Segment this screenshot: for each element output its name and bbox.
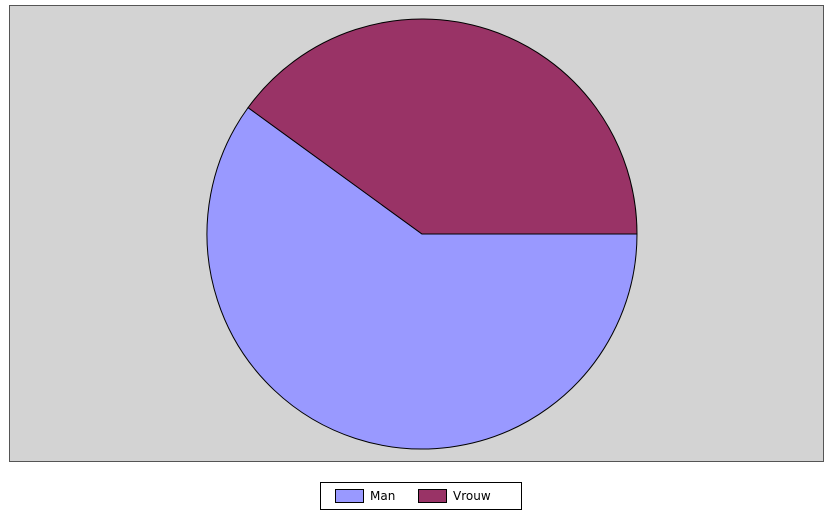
legend-swatch-vrouw (418, 489, 447, 503)
legend-label-vrouw: Vrouw (453, 489, 491, 503)
pie-slice-vrouw (247, 18, 638, 235)
pie-slice-man (206, 106, 638, 450)
legend-label-man: Man (370, 489, 395, 503)
legend-swatch-man (335, 489, 364, 503)
pie-slices (206, 18, 638, 450)
legend: Man Vrouw (320, 482, 522, 510)
